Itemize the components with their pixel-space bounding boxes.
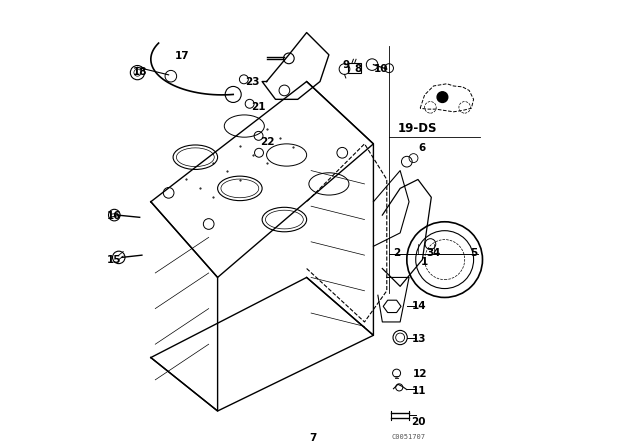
Text: 4: 4 xyxy=(433,248,440,258)
Text: 18: 18 xyxy=(132,67,147,77)
Text: 15: 15 xyxy=(107,254,122,265)
Text: 12: 12 xyxy=(413,370,428,379)
Text: 10: 10 xyxy=(374,64,388,74)
Circle shape xyxy=(437,92,448,103)
Text: 16: 16 xyxy=(107,211,122,221)
Text: 7: 7 xyxy=(310,433,317,443)
Text: 2: 2 xyxy=(393,248,400,258)
Text: 1: 1 xyxy=(421,257,428,267)
Text: 14: 14 xyxy=(412,302,426,311)
Text: 17: 17 xyxy=(175,51,189,61)
Text: 20: 20 xyxy=(412,417,426,427)
Text: 13: 13 xyxy=(412,334,426,344)
Bar xyxy=(348,63,362,73)
Text: 9: 9 xyxy=(342,60,349,69)
Text: 19-DS: 19-DS xyxy=(397,122,437,135)
Text: C0051707: C0051707 xyxy=(391,434,425,440)
Text: 6: 6 xyxy=(419,143,426,153)
Text: 8: 8 xyxy=(354,64,362,74)
Text: 21: 21 xyxy=(252,102,266,112)
Text: 23: 23 xyxy=(244,78,259,87)
Text: 5: 5 xyxy=(470,248,477,258)
Text: 22: 22 xyxy=(260,137,275,146)
Text: 11: 11 xyxy=(412,386,426,396)
Text: 3: 3 xyxy=(427,248,434,258)
